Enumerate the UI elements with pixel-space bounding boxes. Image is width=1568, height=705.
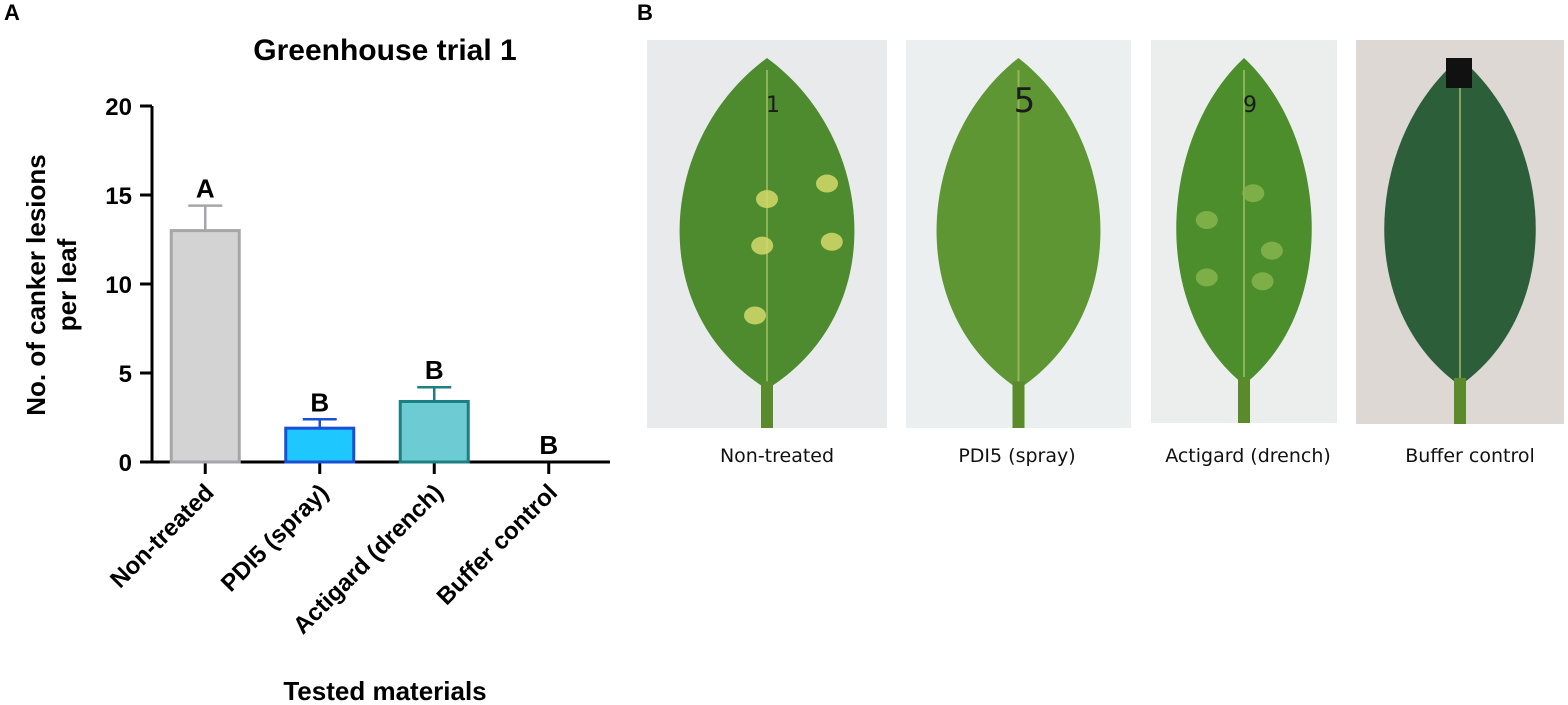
photo-caption: PDI5 (spray) (958, 445, 1076, 467)
leaf-marking: 1 (766, 93, 780, 118)
x-axis-label: Tested materials (283, 676, 486, 705)
photo-caption: Non-treated (719, 445, 835, 467)
bar (398, 399, 470, 464)
leaf-petiole (1238, 377, 1250, 423)
chart-title: Greenhouse trial 1 (253, 34, 516, 67)
leaf-photo: 1 (647, 40, 887, 428)
y-tick-label: 10 (105, 272, 132, 299)
leaf-photo: 9 (1151, 40, 1337, 423)
significance-letter: B (425, 355, 444, 385)
significance-letter: B (539, 430, 558, 460)
canker-lesion (1260, 241, 1283, 260)
leaf-petiole (1454, 377, 1466, 424)
y-tick-label: 15 (105, 183, 132, 210)
canker-lesion (744, 306, 766, 325)
canker-lesion (1195, 211, 1218, 230)
leaf-image: 9 (1176, 58, 1312, 423)
canker-lesion (1242, 184, 1265, 203)
significance-letter: A (196, 174, 215, 204)
x-tick-label: Buffer control (432, 479, 563, 610)
leaf-image (1384, 58, 1536, 424)
leaf-photo (1356, 40, 1564, 424)
leaf-marking: 9 (1243, 93, 1257, 118)
bar (284, 426, 356, 464)
x-tick-label: PDI5 (spray) (216, 479, 334, 597)
canker-lesion (1195, 268, 1218, 287)
canker-lesion (1251, 272, 1274, 291)
y-tick-label: 20 (105, 94, 132, 121)
leaf-petiole (1012, 381, 1025, 428)
leaf-image: 5 (936, 58, 1101, 428)
bar-chart: Greenhouse trial 1 No. of canker lesions… (21, 34, 610, 705)
panel-a-label: A (4, 0, 20, 25)
leaf-image: 1 (679, 58, 855, 428)
canker-lesion (751, 236, 774, 255)
bar (169, 229, 241, 464)
y-tick-label: 0 (119, 450, 132, 477)
leaf-marking: 5 (1014, 81, 1036, 121)
canker-lesion (820, 232, 843, 251)
leaf-photo: 5 (906, 40, 1131, 428)
canker-lesion (816, 174, 838, 193)
x-tick-label: Non-treated (105, 479, 219, 593)
panel-b-label: B (637, 0, 653, 25)
y-tick-label: 5 (119, 361, 132, 388)
leaf-marking (1446, 58, 1472, 88)
y-axis-label-line-2: per leaf (52, 238, 82, 331)
canker-lesion (756, 190, 778, 209)
leaf-petiole (761, 381, 773, 428)
significance-letter: B (310, 387, 329, 417)
photo-caption: Buffer control (1405, 445, 1535, 467)
y-axis-label-line-1: No. of canker lesions (21, 154, 51, 416)
photo-caption: Actigard (drench) (1165, 445, 1331, 467)
